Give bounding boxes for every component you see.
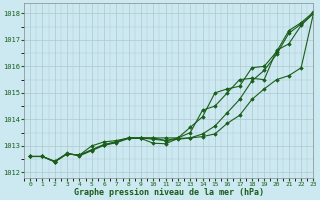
X-axis label: Graphe pression niveau de la mer (hPa): Graphe pression niveau de la mer (hPa) — [74, 188, 264, 197]
